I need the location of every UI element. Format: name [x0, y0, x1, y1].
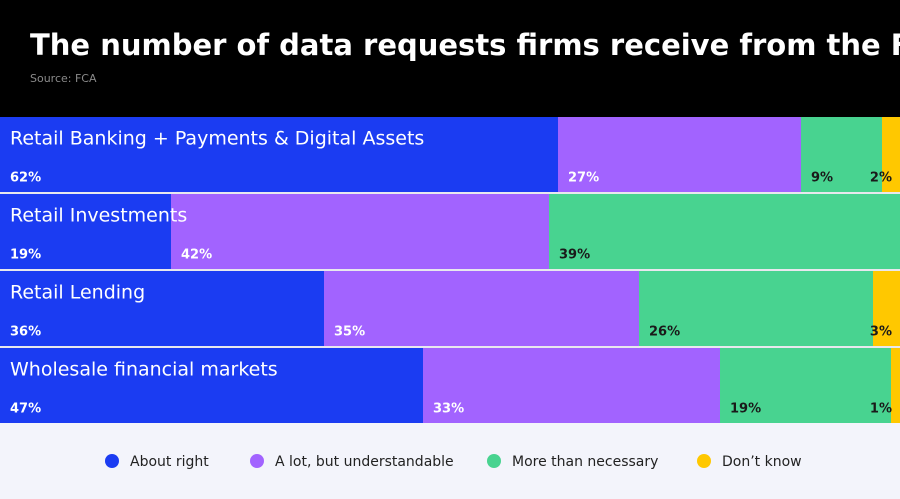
legend-label: More than necessary — [512, 454, 658, 470]
value-label: 19% — [730, 402, 761, 417]
category-label: Wholesale financial markets — [10, 359, 278, 381]
value-label: 1% — [870, 402, 892, 417]
legend-label: Don’t know — [722, 454, 802, 470]
bar-segment — [891, 348, 900, 423]
legend-marker — [105, 454, 119, 468]
bar-segment — [0, 117, 558, 192]
value-label: 35% — [334, 325, 365, 340]
row-separator — [0, 269, 900, 271]
header-background — [0, 0, 900, 117]
legend-label: About right — [130, 454, 209, 470]
bar-segment — [324, 271, 639, 346]
category-label: Retail Lending — [10, 282, 145, 304]
value-label: 47% — [10, 402, 41, 417]
category-label: Retail Banking + Payments & Digital Asse… — [10, 128, 424, 150]
value-label: 36% — [10, 325, 41, 340]
bar-segment — [720, 348, 891, 423]
value-label: 33% — [433, 402, 464, 417]
bar-segment — [549, 194, 900, 269]
bar-segment — [0, 271, 324, 346]
bar-segment — [0, 194, 171, 269]
row-separator — [0, 346, 900, 348]
value-label: 9% — [811, 171, 833, 186]
bar-segment — [882, 117, 900, 192]
legend-marker — [487, 454, 501, 468]
bar-segment — [171, 194, 549, 269]
chart-title: The number of data requests firms receiv… — [30, 28, 900, 62]
value-label: 19% — [10, 248, 41, 263]
value-label: 39% — [559, 248, 590, 263]
legend-background — [0, 423, 900, 499]
value-label: 2% — [870, 171, 892, 186]
value-label: 3% — [870, 325, 892, 340]
bar-segment — [873, 271, 900, 346]
row-separator — [0, 192, 900, 194]
value-label: 42% — [181, 248, 212, 263]
bar-segment — [423, 348, 720, 423]
bar-segment — [801, 117, 882, 192]
legend-marker — [697, 454, 711, 468]
category-label: Retail Investments — [10, 205, 187, 227]
bar-segment — [0, 348, 423, 423]
bar-segment — [558, 117, 801, 192]
chart-subtitle: Source: FCA — [30, 72, 97, 85]
value-label: 62% — [10, 171, 41, 186]
value-label: 26% — [649, 325, 680, 340]
bar-segment — [639, 271, 873, 346]
legend-label: A lot, but understandable — [275, 454, 454, 470]
legend-marker — [250, 454, 264, 468]
value-label: 27% — [568, 171, 599, 186]
